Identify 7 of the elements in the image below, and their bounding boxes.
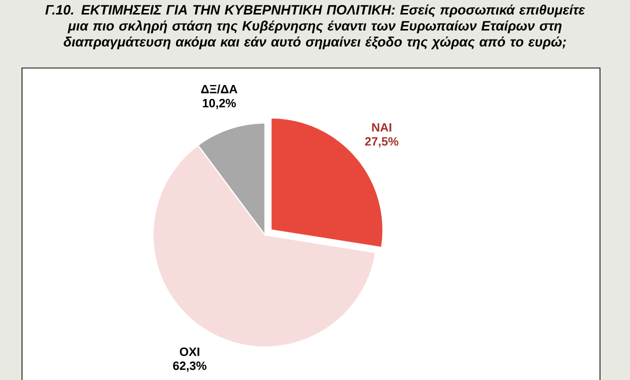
chart-title: Γ.10. ΕΚΤΙΜΗΣΕΙΣ ΓΙΑ ΤΗΝ ΚΥΒΕΡΝΗΤΙΚΗ ΠΟΛΙΤΙΚΗ: Εσείς προσωπικά επιθυμείτε μια πιο σκληρή στάση της Κυβέρνησης έναντι των Ευρωπαίων Εταίρων στη διαπραγμάτευση ακόμα και εάν αυτό σημαίνει έξοδο της χώρας από το ευρώ;	[45, 4, 586, 50]
data-label: 62,3%	[173, 362, 206, 372]
slice-label: ΟΧΙ	[180, 348, 200, 356]
data-label: 27,5%	[365, 137, 398, 148]
data-label: 10,2%	[202, 98, 236, 110]
slice-label: ΔΞ/ΔΑ	[201, 84, 238, 94]
slice-label: ΝΑΙ	[372, 123, 392, 132]
